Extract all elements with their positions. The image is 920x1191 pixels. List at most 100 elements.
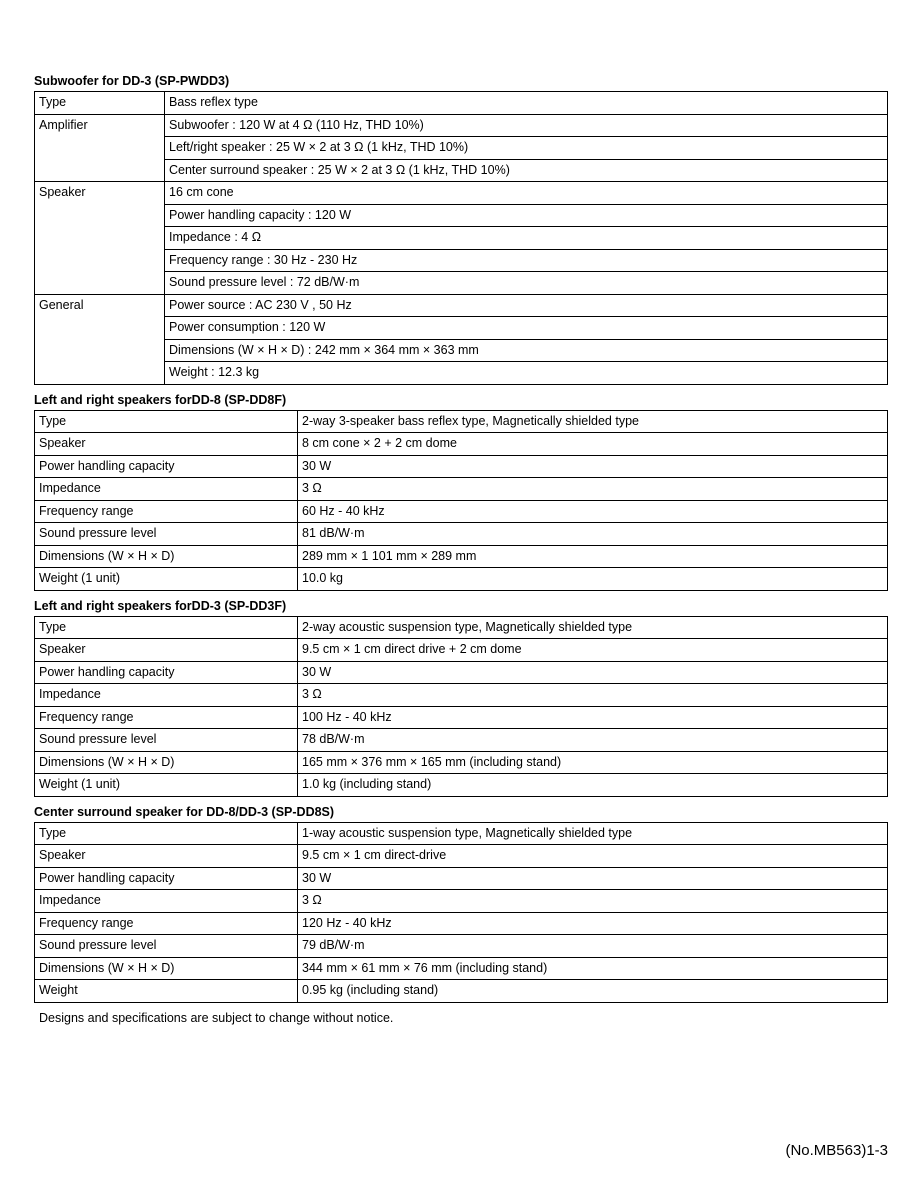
spec-key: Sound pressure level [35,935,298,958]
spec-key: Impedance [35,890,298,913]
spec-key: Weight (1 unit) [35,774,298,797]
spec-value: Subwoofer : 120 W at 4 Ω (110 Hz, THD 10… [165,114,888,137]
table-row: Weight (1 unit)10.0 kg [35,568,888,591]
spec-value: Left/right speaker : 25 W × 2 at 3 Ω (1 … [165,137,888,160]
spec-key: Speaker [35,433,298,456]
spec-value: 30 W [298,661,888,684]
spec-key: Frequency range [35,912,298,935]
spec-value: Power handling capacity : 120 W [165,204,888,227]
spec-value: 3 Ω [298,890,888,913]
spec-value: 9.5 cm × 1 cm direct drive + 2 cm dome [298,639,888,662]
spec-value: 60 Hz - 40 kHz [298,500,888,523]
spec-key: Sound pressure level [35,729,298,752]
table-row: Type2-way 3-speaker bass reflex type, Ma… [35,410,888,433]
spec-value: Frequency range : 30 Hz - 230 Hz [165,249,888,272]
spec-key: Type [35,92,165,115]
section1-title: Subwoofer for DD-3 (SP-PWDD3) [34,70,888,91]
table-row: Impedance3 Ω [35,478,888,501]
table-row: Type2-way acoustic suspension type, Magn… [35,616,888,639]
spec-key: Type [35,410,298,433]
table-row: TypeBass reflex type [35,92,888,115]
table-row: Impedance3 Ω [35,684,888,707]
table-row: Power handling capacity30 W [35,661,888,684]
spec-value: 2-way acoustic suspension type, Magnetic… [298,616,888,639]
spec-value: 79 dB/W·m [298,935,888,958]
spec-value: 165 mm × 376 mm × 165 mm (including stan… [298,751,888,774]
page-number: (No.MB563)1-3 [785,1142,888,1159]
spec-value: 81 dB/W·m [298,523,888,546]
spec-key: Weight (1 unit) [35,568,298,591]
footer-note: Designs and specifications are subject t… [34,1003,888,1025]
spec-key: Speaker [35,845,298,868]
table-row: Frequency range100 Hz - 40 kHz [35,706,888,729]
table-row: Speaker9.5 cm × 1 cm direct-drive [35,845,888,868]
table-row: Frequency range120 Hz - 40 kHz [35,912,888,935]
table-row: Sound pressure level79 dB/W·m [35,935,888,958]
spec-key: Speaker [35,639,298,662]
spec-value: 78 dB/W·m [298,729,888,752]
spec-value: 2-way 3-speaker bass reflex type, Magnet… [298,410,888,433]
spec-value: 10.0 kg [298,568,888,591]
spec-value: Impedance : 4 Ω [165,227,888,250]
table-row: Dimensions (W × H × D)344 mm × 61 mm × 7… [35,957,888,980]
table-row: Frequency range60 Hz - 40 kHz [35,500,888,523]
table-row: Type1-way acoustic suspension type, Magn… [35,822,888,845]
spec-key: Power handling capacity [35,455,298,478]
spec-key: Type [35,822,298,845]
spec-value: Power consumption : 120 W [165,317,888,340]
spec-key: Power handling capacity [35,867,298,890]
section4-title: Center surround speaker for DD-8/DD-3 (S… [34,797,888,822]
spec-value: 9.5 cm × 1 cm direct-drive [298,845,888,868]
table-row: Dimensions (W × H × D)289 mm × 1 101 mm … [35,545,888,568]
spec-value: 100 Hz - 40 kHz [298,706,888,729]
spec-value: 3 Ω [298,478,888,501]
spec-key: Frequency range [35,706,298,729]
spec-value: Bass reflex type [165,92,888,115]
table-row: Speaker8 cm cone × 2 + 2 cm dome [35,433,888,456]
table-row: Power handling capacity30 W [35,867,888,890]
section1-table: TypeBass reflex typeAmplifierSubwoofer :… [34,91,888,385]
spec-key: Sound pressure level [35,523,298,546]
section2-title: Left and right speakers forDD-8 (SP-DD8F… [34,385,888,410]
spec-value: 16 cm cone [165,182,888,205]
spec-value: 30 W [298,867,888,890]
spec-value: Center surround speaker : 25 W × 2 at 3 … [165,159,888,182]
spec-value: Weight : 12.3 kg [165,362,888,385]
spec-value: 8 cm cone × 2 + 2 cm dome [298,433,888,456]
spec-key: General [35,294,165,384]
table-row: AmplifierSubwoofer : 120 W at 4 Ω (110 H… [35,114,888,137]
spec-key: Power handling capacity [35,661,298,684]
table-row: Weight0.95 kg (including stand) [35,980,888,1003]
spec-key: Impedance [35,478,298,501]
spec-value: 0.95 kg (including stand) [298,980,888,1003]
spec-key: Dimensions (W × H × D) [35,957,298,980]
table-row: Speaker9.5 cm × 1 cm direct drive + 2 cm… [35,639,888,662]
spec-key: Frequency range [35,500,298,523]
section3-table: Type2-way acoustic suspension type, Magn… [34,616,888,797]
spec-value: 30 W [298,455,888,478]
spec-value: 1-way acoustic suspension type, Magnetic… [298,822,888,845]
spec-value: 3 Ω [298,684,888,707]
table-row: Speaker16 cm cone [35,182,888,205]
spec-value: 344 mm × 61 mm × 76 mm (including stand) [298,957,888,980]
spec-key: Dimensions (W × H × D) [35,545,298,568]
spec-key: Type [35,616,298,639]
page-content: Subwoofer for DD-3 (SP-PWDD3) TypeBass r… [0,0,920,1025]
table-row: Sound pressure level81 dB/W·m [35,523,888,546]
table-row: GeneralPower source : AC 230 V , 50 Hz [35,294,888,317]
table-row: Impedance3 Ω [35,890,888,913]
spec-key: Dimensions (W × H × D) [35,751,298,774]
table-row: Weight (1 unit)1.0 kg (including stand) [35,774,888,797]
spec-key: Amplifier [35,114,165,182]
section3-title: Left and right speakers forDD-3 (SP-DD3F… [34,591,888,616]
spec-value: Dimensions (W × H × D) : 242 mm × 364 mm… [165,339,888,362]
section2-table: Type2-way 3-speaker bass reflex type, Ma… [34,410,888,591]
table-row: Sound pressure level78 dB/W·m [35,729,888,752]
table-row: Power handling capacity30 W [35,455,888,478]
spec-key: Speaker [35,182,165,295]
spec-value: Power source : AC 230 V , 50 Hz [165,294,888,317]
section4-table: Type1-way acoustic suspension type, Magn… [34,822,888,1003]
spec-value: 289 mm × 1 101 mm × 289 mm [298,545,888,568]
spec-key: Impedance [35,684,298,707]
spec-value: 120 Hz - 40 kHz [298,912,888,935]
